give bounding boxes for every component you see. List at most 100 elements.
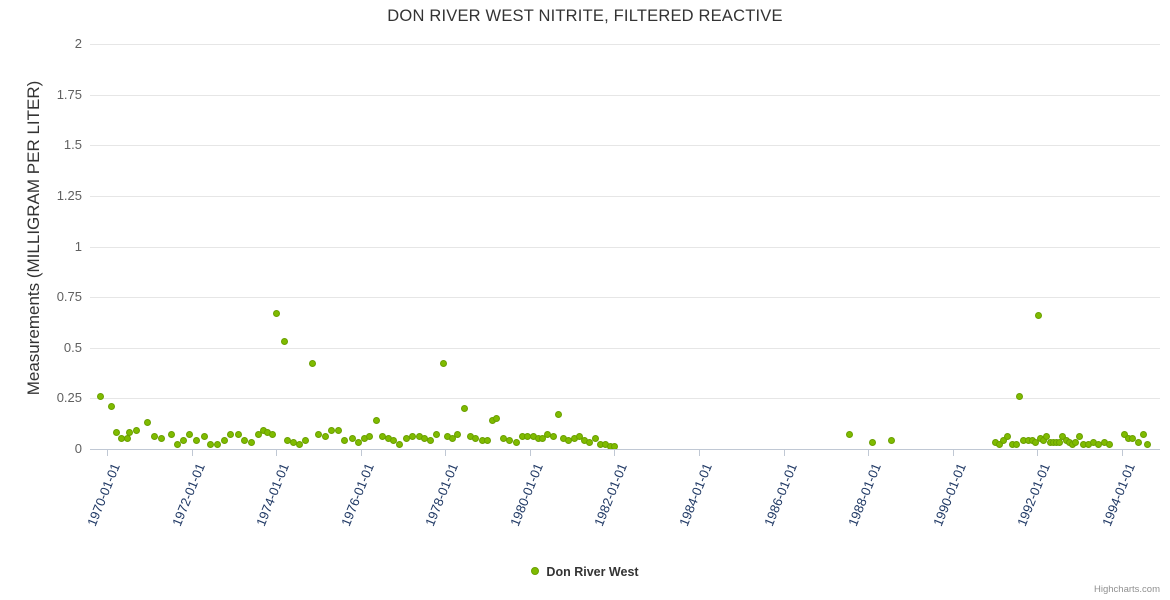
scatter-point[interactable]: [143, 419, 151, 427]
x-axis-tick: [783, 450, 785, 456]
scatter-point[interactable]: [555, 411, 563, 419]
gridline: [90, 246, 1160, 248]
scatter-point[interactable]: [373, 417, 381, 425]
y-axis-tick-label: 1.25: [56, 187, 82, 203]
scatter-point[interactable]: [1031, 439, 1039, 447]
scatter-point[interactable]: [112, 429, 120, 437]
y-axis-tick-label: 1.5: [63, 137, 82, 153]
scatter-point[interactable]: [240, 437, 248, 445]
highcharts-credits-link[interactable]: Highcharts.com: [1094, 584, 1160, 595]
scatter-point[interactable]: [586, 439, 594, 447]
scatter-point[interactable]: [995, 441, 1003, 449]
scatter-point[interactable]: [1076, 433, 1084, 441]
x-axis-tick-label: 1986-01-01: [760, 461, 800, 529]
scatter-point[interactable]: [591, 435, 599, 443]
scatter-point[interactable]: [439, 360, 447, 368]
scatter-point[interactable]: [1143, 441, 1151, 449]
scatter-point[interactable]: [193, 437, 201, 445]
chart-legend: Don River West: [0, 563, 1170, 581]
scatter-point[interactable]: [1034, 311, 1042, 319]
scatter-point[interactable]: [426, 437, 434, 445]
scatter-point[interactable]: [207, 441, 215, 449]
y-axis-tick-label: 0.5: [63, 339, 82, 355]
legend-item-don-river-west[interactable]: Don River West: [531, 565, 639, 579]
scatter-point[interactable]: [845, 431, 853, 439]
scatter-point[interactable]: [1120, 431, 1128, 439]
scatter-point[interactable]: [308, 360, 316, 368]
scatter-point[interactable]: [1129, 435, 1136, 443]
scatter-point[interactable]: [1071, 439, 1079, 447]
scatter-point[interactable]: [1000, 437, 1008, 445]
scatter-point[interactable]: [226, 431, 234, 439]
scatter-point[interactable]: [868, 439, 876, 447]
scatter-point[interactable]: [1105, 441, 1113, 449]
x-axis-tick-label: 1982-01-01: [591, 461, 631, 529]
scatter-point[interactable]: [174, 441, 182, 449]
x-axis-tick-label: 1974-01-01: [253, 461, 292, 529]
scatter-point[interactable]: [314, 431, 322, 439]
scatter-point[interactable]: [1016, 392, 1024, 400]
legend-item-label: Don River West: [546, 565, 639, 579]
scatter-point[interactable]: [234, 431, 242, 439]
scatter-point[interactable]: [390, 437, 398, 445]
x-axis-tick-label: 1994-01-01: [1099, 461, 1138, 529]
scatter-point[interactable]: [254, 431, 262, 439]
gridline: [90, 347, 1160, 349]
scatter-point[interactable]: [123, 435, 131, 443]
scatter-point[interactable]: [549, 433, 557, 441]
x-axis-tick: [529, 450, 531, 456]
scatter-point[interactable]: [97, 392, 105, 400]
scatter-point[interactable]: [322, 433, 330, 441]
x-axis-tick: [699, 450, 700, 456]
scatter-point[interactable]: [158, 435, 166, 443]
scatter-point[interactable]: [1004, 433, 1012, 441]
scatter-point[interactable]: [150, 433, 158, 441]
scatter-point[interactable]: [484, 437, 492, 445]
x-axis-tick-label: 1970-01-01: [83, 461, 123, 529]
scatter-point[interactable]: [185, 431, 193, 439]
scatter-point[interactable]: [273, 309, 281, 317]
y-axis-tick-label: 2: [74, 36, 82, 51]
scatter-point[interactable]: [512, 439, 520, 447]
scatter-point[interactable]: [408, 433, 416, 441]
scatter-point[interactable]: [200, 433, 208, 441]
scatter-point[interactable]: [396, 441, 404, 449]
x-axis-tick-label: 1980-01-01: [506, 461, 546, 529]
scatter-point[interactable]: [295, 441, 303, 449]
scatter-point[interactable]: [167, 431, 175, 439]
scatter-point[interactable]: [348, 435, 356, 443]
scatter-point[interactable]: [125, 429, 133, 437]
scatter-point[interactable]: [248, 439, 256, 447]
x-axis-tick: [276, 450, 278, 456]
scatter-point[interactable]: [449, 435, 457, 443]
scatter-point[interactable]: [460, 405, 468, 412]
scatter-point[interactable]: [133, 427, 141, 435]
scatter-point[interactable]: [355, 439, 363, 447]
scatter-point[interactable]: [1055, 439, 1063, 447]
scatter-point[interactable]: [302, 437, 310, 445]
scatter-point[interactable]: [539, 435, 547, 443]
scatter-point[interactable]: [472, 435, 480, 443]
scatter-point[interactable]: [493, 415, 501, 423]
scatter-point[interactable]: [107, 402, 115, 410]
scatter-point[interactable]: [506, 437, 514, 445]
scatter-point[interactable]: [366, 433, 374, 441]
y-axis-tick-label: 1: [74, 238, 82, 254]
scatter-point[interactable]: [328, 427, 336, 435]
scatter-point[interactable]: [576, 433, 584, 441]
scatter-point[interactable]: [433, 431, 441, 439]
scatter-point[interactable]: [335, 427, 343, 435]
scatter-point[interactable]: [179, 437, 187, 445]
scatter-point[interactable]: [281, 338, 289, 346]
scatter-point[interactable]: [214, 441, 222, 449]
scatter-point[interactable]: [341, 437, 349, 445]
scatter-point[interactable]: [454, 431, 462, 439]
scatter-point[interactable]: [1139, 431, 1147, 439]
gridline: [90, 145, 1160, 147]
scatter-point[interactable]: [1012, 441, 1020, 449]
scatter-point[interactable]: [269, 431, 277, 439]
scatter-point[interactable]: [887, 437, 895, 445]
scatter-point[interactable]: [220, 437, 228, 445]
scatter-point[interactable]: [1134, 439, 1142, 447]
